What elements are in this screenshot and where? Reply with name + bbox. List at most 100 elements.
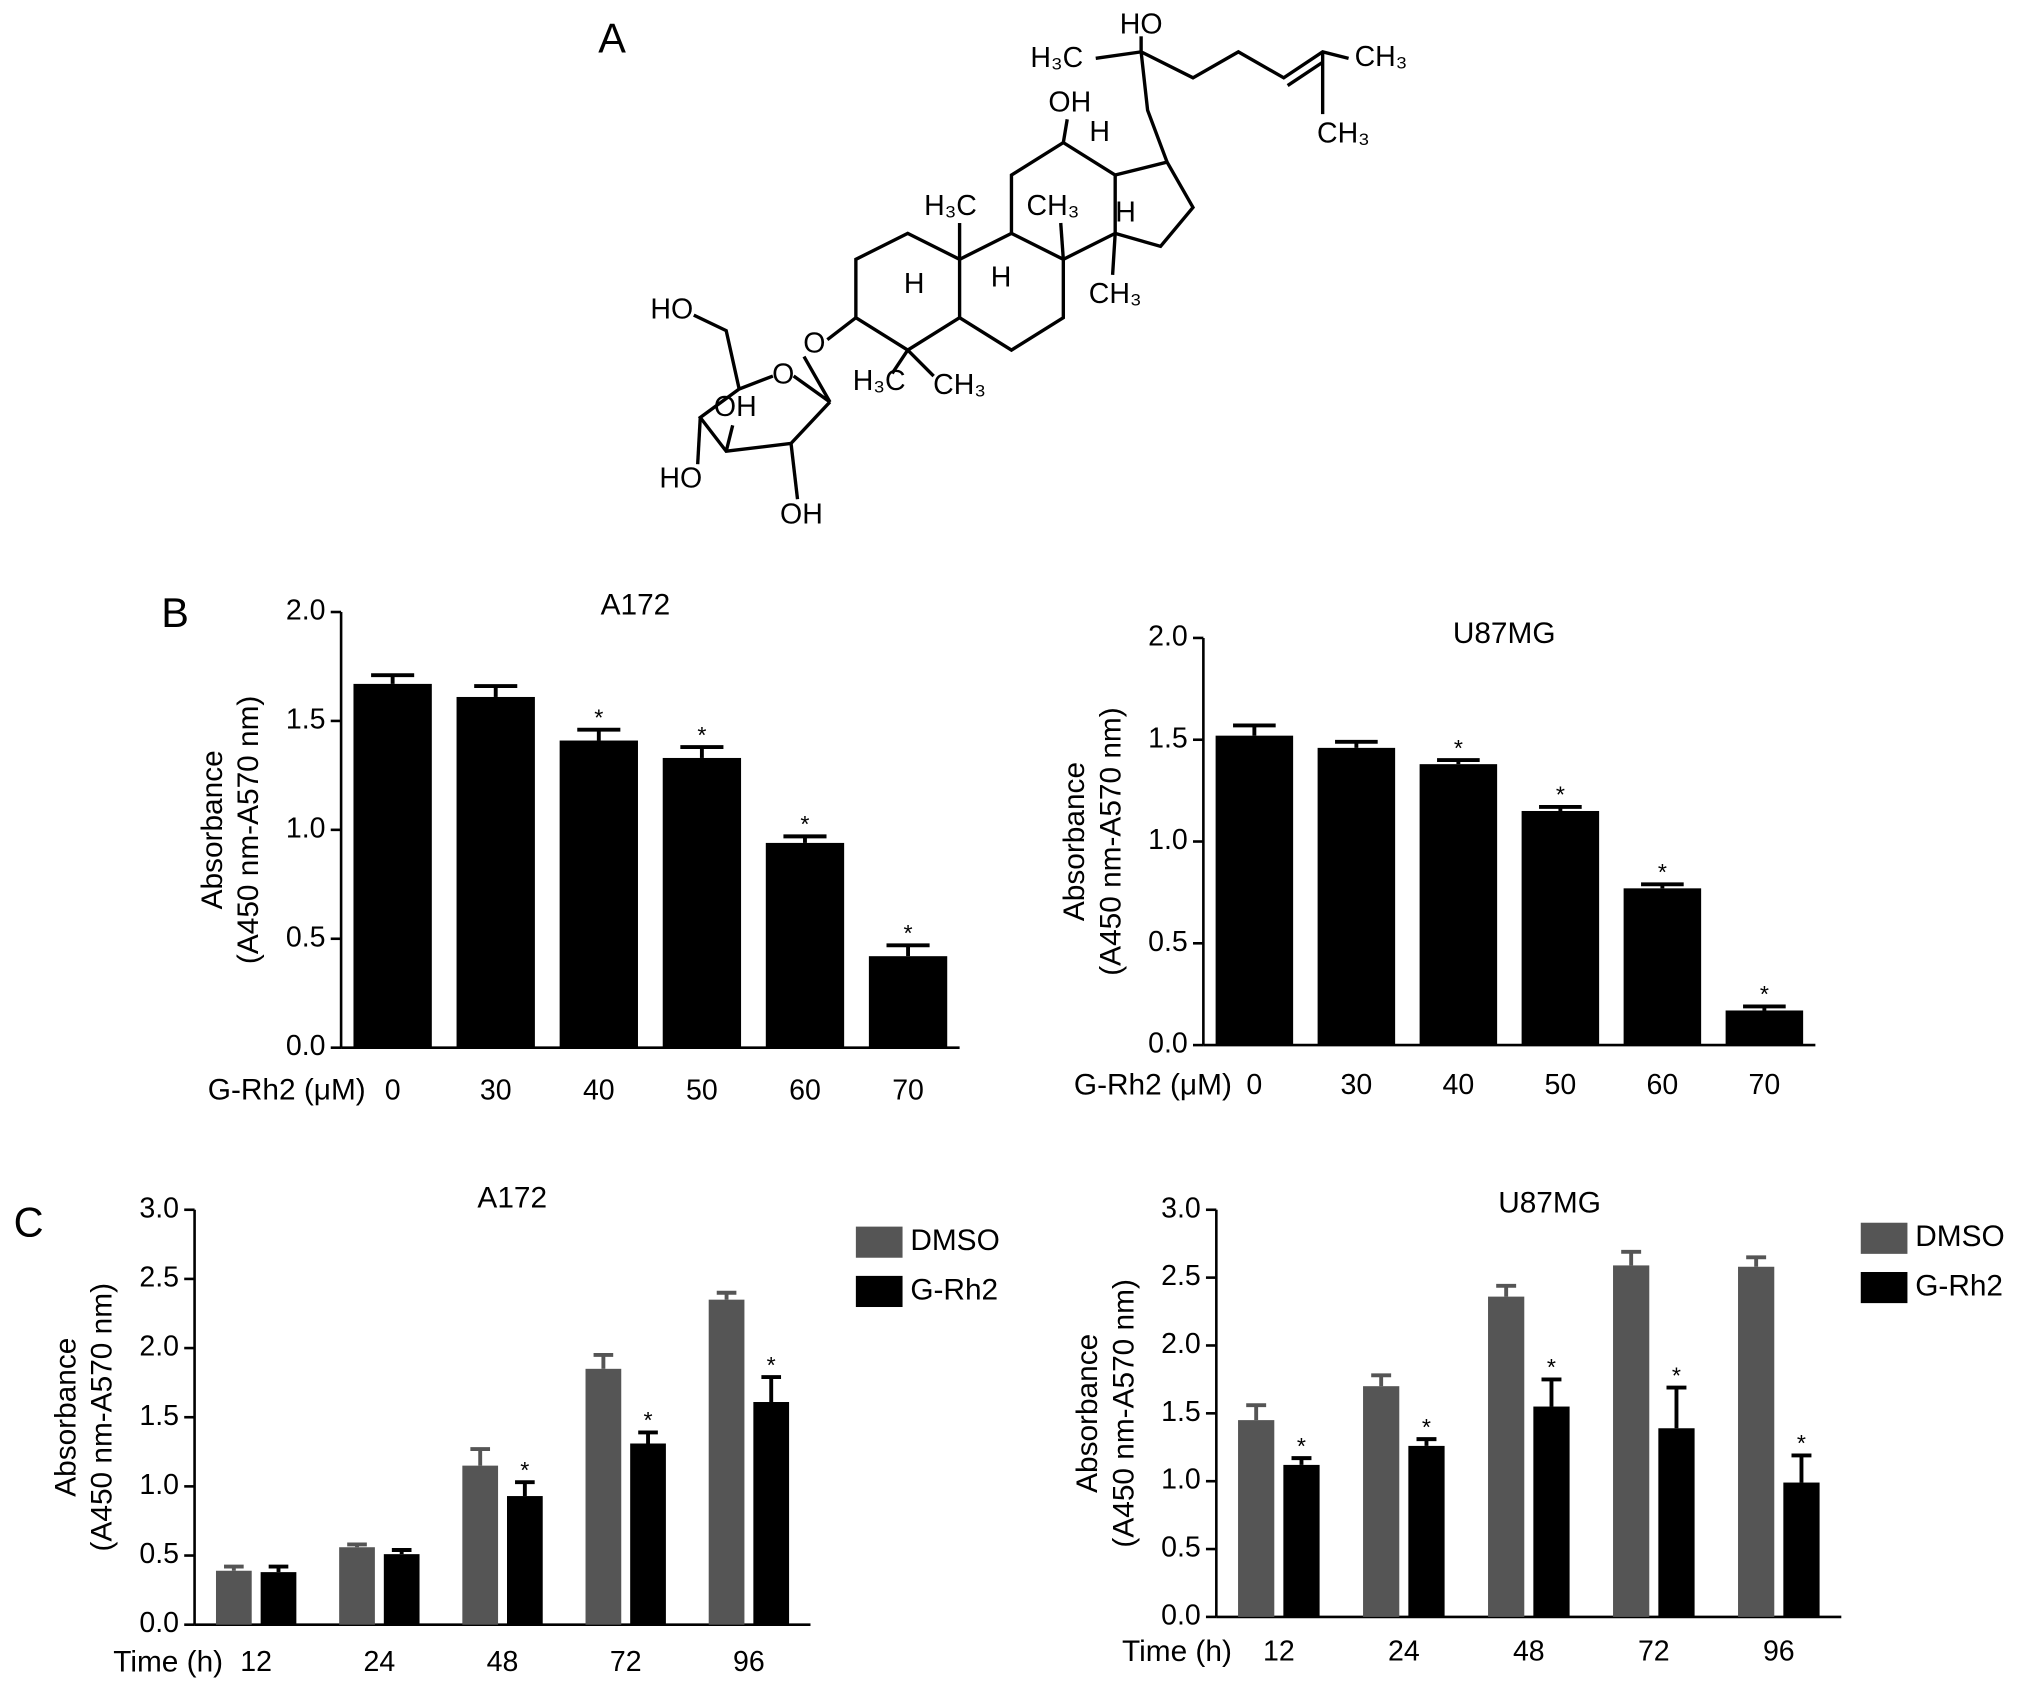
y-tick-label: 1.5 (139, 1400, 179, 1432)
y-tick-label: 2.0 (1161, 1328, 1201, 1360)
legend-swatch (1860, 1272, 1908, 1304)
significance-mark: * (1454, 735, 1463, 761)
y-tick-label: 1.0 (286, 812, 326, 844)
chart-title: A172 (477, 1181, 547, 1214)
y-tick-label: 2.0 (139, 1331, 179, 1363)
x-tick-label: 0 (1246, 1069, 1262, 1101)
x-tick-label: 40 (583, 1074, 615, 1106)
x-tick-label: 40 (1443, 1069, 1475, 1101)
legend-label: DMSO (1915, 1220, 2004, 1253)
x-axis-label: G-Rh2 (μM) (208, 1074, 366, 1107)
bar (1488, 1296, 1525, 1617)
bond (1114, 160, 1196, 249)
x-tick-label: 72 (610, 1646, 642, 1678)
x-tick-label: 70 (1749, 1069, 1781, 1101)
bar (662, 757, 742, 1048)
significance-mark: * (1760, 981, 1769, 1007)
atom-label: H (1089, 116, 1110, 148)
bond (906, 348, 935, 378)
bond (789, 443, 800, 500)
y-tick-label: 1.5 (1148, 722, 1188, 754)
atom-label: HO (659, 462, 702, 494)
bar (1283, 1464, 1320, 1617)
atom-label: CH₃ (1317, 117, 1370, 149)
bond (724, 424, 735, 452)
y-tick-label: 0.5 (1148, 926, 1188, 958)
bar (462, 1465, 499, 1625)
legend-swatch (855, 1275, 903, 1308)
legend-swatch (1860, 1222, 1908, 1254)
significance-mark: * (697, 722, 706, 748)
chemical-structure (693, 36, 1349, 500)
x-axis-label: Time (h) (1122, 1635, 1232, 1668)
bar (708, 1299, 745, 1625)
atom-label: O (803, 327, 825, 359)
significance-mark: * (520, 1457, 529, 1483)
significance-mark: * (1422, 1414, 1431, 1440)
bar (1238, 1420, 1275, 1617)
bar (1658, 1428, 1695, 1617)
bar (215, 1570, 252, 1625)
bar (1215, 735, 1294, 1046)
atom-label: CH₃ (1089, 278, 1142, 310)
bar (353, 683, 432, 1048)
x-tick-label: 12 (240, 1646, 272, 1678)
y-tick-label: 0.0 (286, 1030, 326, 1062)
significance-mark: * (1658, 859, 1667, 885)
y-tick-label: 0.5 (139, 1538, 179, 1570)
y-tick-label: 0.0 (1161, 1599, 1201, 1631)
bond (792, 355, 832, 404)
bar (1419, 764, 1498, 1046)
x-tick-label: 48 (487, 1646, 519, 1678)
x-tick-label: 60 (1647, 1069, 1679, 1101)
significance-mark: * (767, 1352, 776, 1378)
y-tick-label: 3.0 (139, 1192, 179, 1224)
y-tick-label: 1.0 (1148, 824, 1188, 856)
y-tick-label: 2.0 (286, 595, 326, 627)
significance-mark: * (1297, 1433, 1306, 1459)
y-tick-label: 1.0 (139, 1469, 179, 1501)
bond (697, 374, 832, 454)
significance-mark: * (1556, 782, 1565, 808)
significance-mark: * (1672, 1362, 1681, 1388)
x-tick-label: 72 (1638, 1636, 1670, 1668)
atom-label: OH (1048, 86, 1091, 118)
y-axis-label: Absorbance (196, 750, 229, 909)
bar (630, 1443, 666, 1625)
x-tick-label: 60 (789, 1074, 821, 1106)
atom-label: H (991, 261, 1012, 293)
y-tick-label: 0.0 (1148, 1028, 1188, 1060)
y-tick-label: 0.5 (286, 921, 326, 953)
bar (1623, 888, 1702, 1046)
panel-label: B (161, 589, 189, 636)
significance-mark: * (1547, 1354, 1556, 1380)
bond (1009, 140, 1117, 261)
bond (1139, 51, 1169, 163)
bond (1061, 119, 1069, 143)
bond (958, 231, 1066, 353)
y-tick-label: 0.0 (139, 1607, 179, 1639)
y-tick-label: 2.0 (1148, 620, 1188, 652)
legend-label: G-Rh2 (1915, 1269, 2003, 1302)
significance-mark: * (904, 920, 913, 946)
x-tick-label: 30 (1341, 1069, 1373, 1101)
y-axis-label: (A450 nm-A570 nm) (1094, 707, 1127, 975)
bar (585, 1368, 622, 1625)
y-tick-label: 1.5 (1161, 1396, 1201, 1428)
x-axis-label: G-Rh2 (μM) (1074, 1068, 1232, 1101)
bond (1140, 49, 1349, 80)
x-tick-label: 30 (480, 1074, 512, 1106)
y-tick-label: 2.5 (139, 1261, 179, 1293)
atom-label: H₃C (1030, 42, 1083, 74)
bar (506, 1496, 543, 1625)
bar (339, 1547, 375, 1625)
bond (693, 313, 741, 390)
y-tick-label: 1.0 (1161, 1464, 1201, 1496)
bar (1521, 810, 1600, 1046)
bar (1363, 1386, 1400, 1617)
x-tick-label: 70 (892, 1074, 924, 1106)
atom-label: HO (1120, 8, 1163, 40)
x-tick-label: 48 (1513, 1636, 1545, 1668)
legend-swatch (855, 1226, 903, 1258)
